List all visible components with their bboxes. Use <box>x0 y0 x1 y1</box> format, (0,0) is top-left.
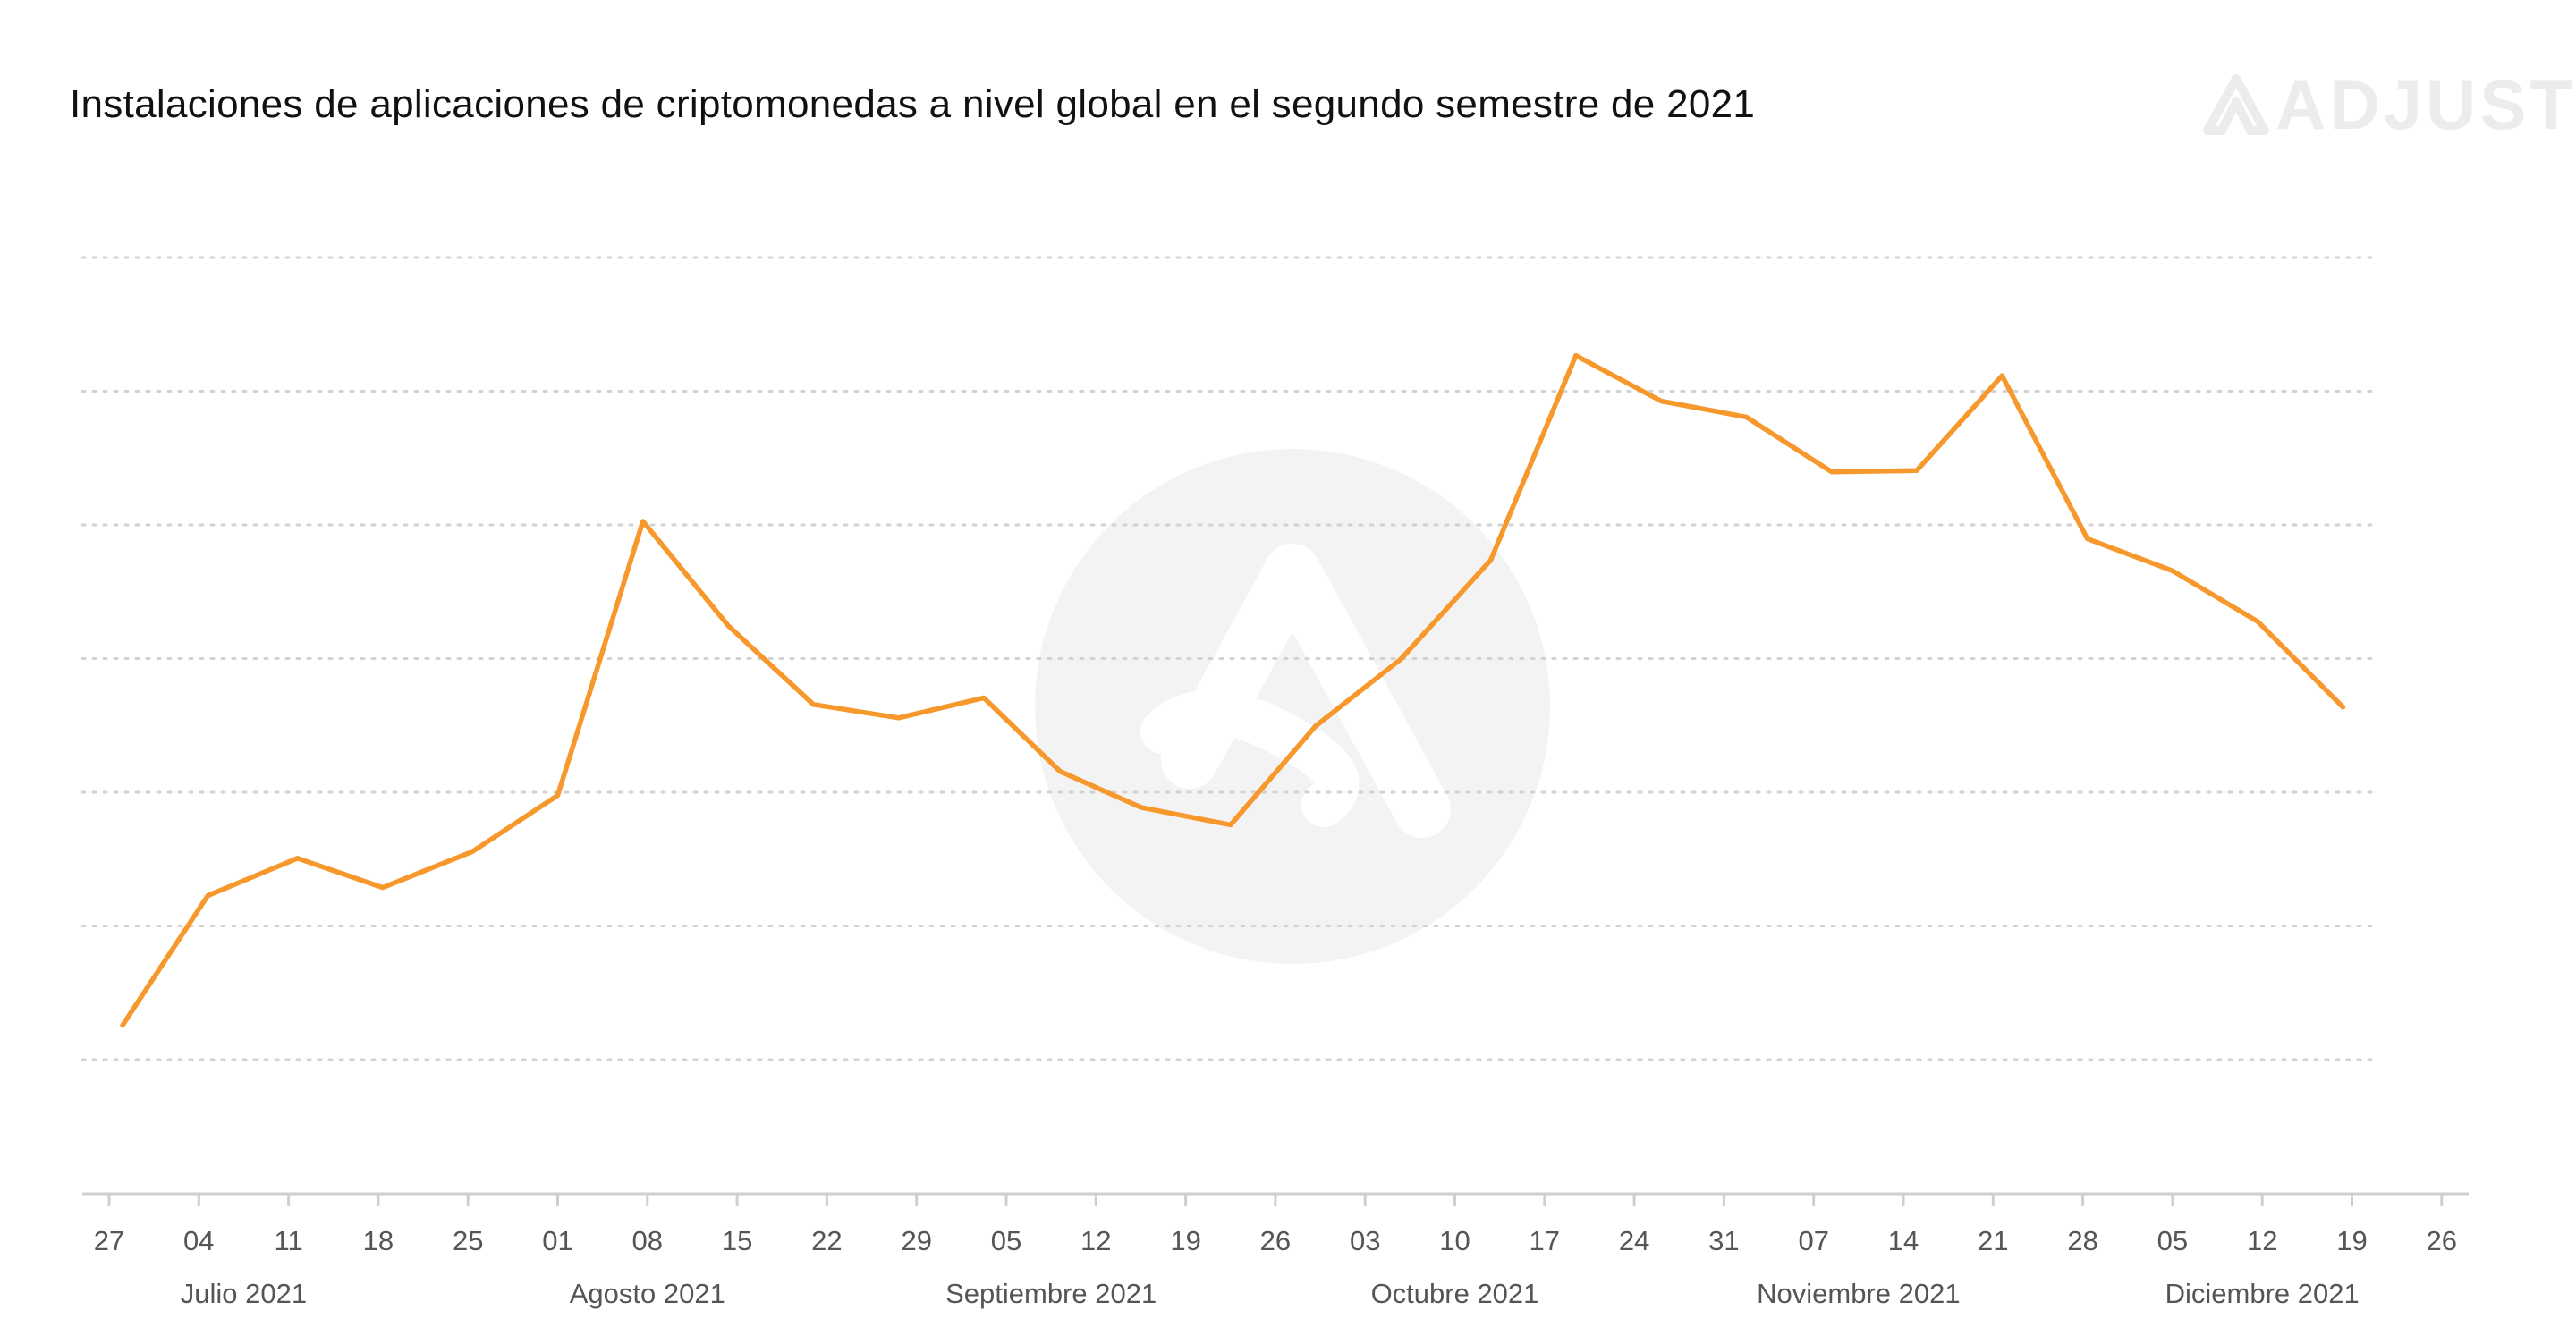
x-tick-label: 03 <box>1350 1225 1380 1256</box>
x-tick-label: 22 <box>811 1225 842 1256</box>
month-label: Octubre 2021 <box>1371 1278 1539 1309</box>
month-label: Noviembre 2021 <box>1757 1278 1960 1309</box>
brand-logo: ADJUST <box>2200 64 2576 145</box>
x-tick-label: 12 <box>2247 1225 2277 1256</box>
x-tick-label: 26 <box>1260 1225 1291 1256</box>
data-point <box>1658 398 1664 403</box>
month-label: Julio 2021 <box>181 1278 307 1309</box>
chart-title: Instalaciones de aplicaciones de criptom… <box>70 82 1756 126</box>
x-tick-label: 21 <box>1978 1225 2008 1256</box>
x-tick-label: 08 <box>632 1225 663 1256</box>
data-point <box>205 893 210 899</box>
data-point <box>1138 805 1143 810</box>
data-series <box>120 352 2346 1028</box>
data-point <box>1398 656 1403 662</box>
data-point <box>1228 822 1233 827</box>
month-label: Agosto 2021 <box>570 1278 725 1309</box>
data-point <box>295 856 301 861</box>
x-tick-label: 01 <box>542 1225 572 1256</box>
x-tick-label: 07 <box>1798 1225 1828 1256</box>
x-tick-label: 19 <box>1170 1225 1200 1256</box>
x-tick-label: 19 <box>2336 1225 2367 1256</box>
data-point <box>1743 414 1749 419</box>
data-point <box>2085 536 2090 541</box>
data-point <box>2170 568 2175 573</box>
data-point <box>981 695 987 700</box>
x-tick-label: 31 <box>1708 1225 1739 1256</box>
data-point <box>1573 353 1579 359</box>
watermark-circle <box>1035 449 1550 964</box>
x-tick-label: 28 <box>2067 1225 2097 1256</box>
x-tick-label: 27 <box>94 1225 124 1256</box>
x-tick-label: 05 <box>991 1225 1021 1256</box>
x-axis-labels: 27 04 11 18 25 01 08 15 22 29 05 12 19 26 03 10 17 24 31 07… <box>94 1225 2457 1309</box>
x-tick-label: 11 <box>275 1225 303 1256</box>
data-point <box>1999 373 2004 378</box>
data-point <box>2340 705 2345 710</box>
data-point <box>470 849 475 854</box>
x-tick-label: 04 <box>183 1225 214 1256</box>
data-point <box>555 792 560 798</box>
data-point <box>896 715 902 721</box>
x-tick-label: 10 <box>1439 1225 1470 1256</box>
data-point <box>1829 469 1835 475</box>
x-tick-label: 26 <box>2427 1225 2457 1256</box>
x-tick-label: 25 <box>453 1225 483 1256</box>
x-tick-label: 18 <box>363 1225 394 1256</box>
data-point <box>725 623 731 629</box>
x-tick-label: 14 <box>1888 1225 1919 1256</box>
x-tick-label: 05 <box>2157 1225 2188 1256</box>
x-axis <box>82 1192 2469 1206</box>
data-point <box>380 885 386 891</box>
x-tick-label: 17 <box>1530 1225 1560 1256</box>
x-tick-label: 24 <box>1619 1225 1649 1256</box>
data-point <box>1313 723 1318 729</box>
data-point <box>2255 619 2260 624</box>
watermark-swoosh <box>1140 689 1360 827</box>
adjust-logo-icon <box>2203 74 2269 135</box>
x-tick-label: 15 <box>722 1225 752 1256</box>
data-point <box>1488 557 1494 562</box>
data-point <box>640 519 646 524</box>
x-tick-label: 29 <box>901 1225 931 1256</box>
adjust-watermark-icon <box>1035 449 1550 964</box>
brand-name: ADJUST <box>2275 64 2576 144</box>
data-point <box>1914 468 1919 473</box>
x-tick-label: 12 <box>1080 1225 1111 1256</box>
month-label: Septiembre 2021 <box>945 1278 1157 1309</box>
data-point <box>1057 769 1063 774</box>
data-point <box>120 1023 125 1028</box>
data-point <box>810 702 816 707</box>
month-label: Diciembre 2021 <box>2165 1278 2360 1309</box>
